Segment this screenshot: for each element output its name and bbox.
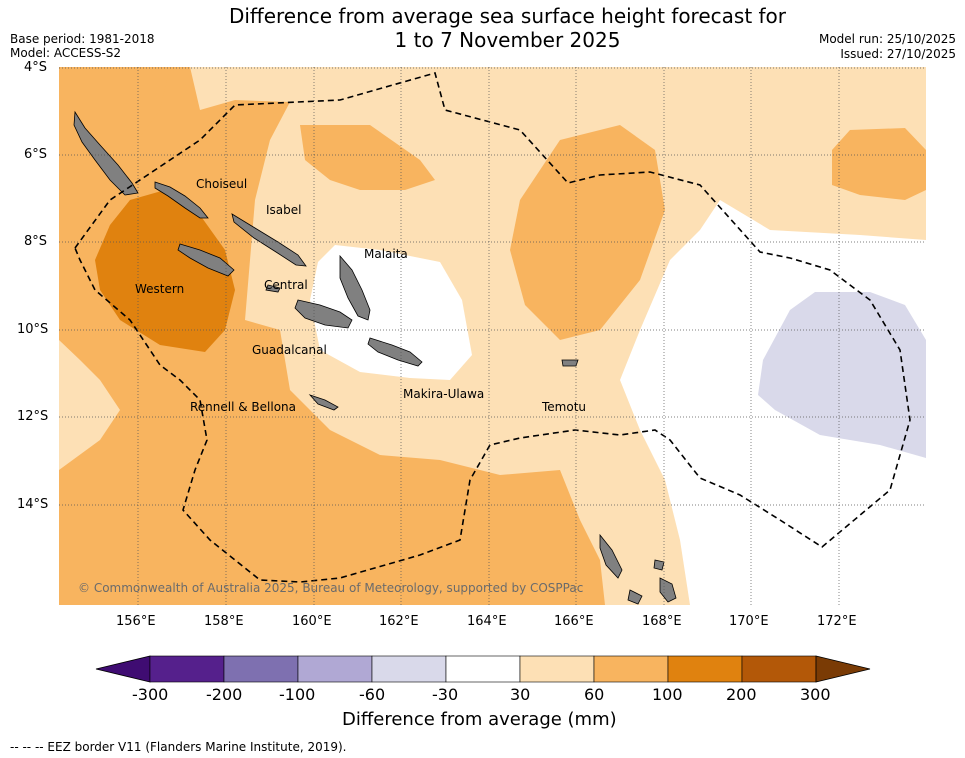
island-rennell xyxy=(308,394,339,411)
contour-60-100-north xyxy=(300,125,435,190)
province-label: Guadalcanal xyxy=(252,343,327,357)
island-vanuatu-b xyxy=(627,589,643,605)
province-label: Malaita xyxy=(364,247,408,261)
province-label: Western xyxy=(135,282,185,296)
colorbar-tick: 60 xyxy=(584,685,605,704)
island-guadalcanal xyxy=(294,299,353,329)
island-central xyxy=(265,284,281,293)
colorbar-tick: 100 xyxy=(652,685,683,704)
province-label: Central xyxy=(264,278,308,292)
colorbar-tick: 200 xyxy=(726,685,757,704)
island-vanuatu-a xyxy=(599,533,623,579)
island-choiseul xyxy=(154,181,209,219)
colorbar-segment xyxy=(149,655,225,683)
model-run: Model run: 25/10/2025 xyxy=(818,32,956,46)
contour-100-200 xyxy=(95,190,235,352)
colorbar-segment xyxy=(593,655,669,683)
lat-label: 8°S xyxy=(24,234,48,249)
colorbar-segment xyxy=(371,655,447,683)
eez-border xyxy=(74,72,911,583)
colorbar-tick: 300 xyxy=(800,685,831,704)
province-label: Rennell & Bellona xyxy=(190,400,297,414)
lon-label: 156°E xyxy=(116,614,156,629)
colorbar-extend-min xyxy=(95,655,151,683)
colorbar-segment xyxy=(667,655,743,683)
colorbar-tick: -30 xyxy=(432,685,459,704)
island-temotu-a xyxy=(561,359,579,367)
colorbar-tick: -100 xyxy=(279,685,316,704)
base-period: Base period: 1981-2018 xyxy=(10,32,155,46)
eez-legend: -- -- -- EEZ border V11 (Flanders Marine… xyxy=(10,740,347,754)
lat-label: 10°S xyxy=(17,322,49,337)
lon-label: 166°E xyxy=(554,614,594,629)
model-name: Model: ACCESS-S2 xyxy=(10,46,122,60)
province-label: Choiseul xyxy=(196,177,248,191)
colorbar-tick: -60 xyxy=(359,685,386,704)
province-label: Makira-Ulawa xyxy=(403,387,485,401)
lon-label: 164°E xyxy=(467,614,507,629)
lat-label: 6°S xyxy=(24,147,48,162)
lat-label: 12°S xyxy=(17,409,49,424)
colorbar-tick: -300 xyxy=(132,685,169,704)
issued-date: Issued: 27/10/2025 xyxy=(840,47,956,61)
island-vanuatu-c xyxy=(653,559,665,571)
colorbar-tick: 30 xyxy=(510,685,531,704)
contour-60-100-far-east xyxy=(832,128,926,200)
colorbar-segment xyxy=(741,655,817,683)
province-label: Temotu xyxy=(542,400,587,414)
island-new-georgia xyxy=(177,243,235,277)
colorbar-segment xyxy=(445,655,521,683)
lon-label: 170°E xyxy=(729,614,769,629)
lon-label: 168°E xyxy=(642,614,682,629)
title-line-2: 1 to 7 November 2025 xyxy=(394,28,621,52)
colorbar-tick: -200 xyxy=(206,685,243,704)
colorbar-label: Difference from average (mm) xyxy=(342,709,617,730)
lon-label: 158°E xyxy=(204,614,244,629)
colorbar-extend-max xyxy=(815,655,871,683)
island-isabel xyxy=(231,213,307,267)
colorbar-segment xyxy=(297,655,373,683)
lat-label: 14°S xyxy=(17,497,49,512)
gridlines xyxy=(59,67,926,605)
copyright-notice: © Commonwealth of Australia 2025, Bureau… xyxy=(78,581,584,595)
lon-label: 160°E xyxy=(292,614,332,629)
province-label: Isabel xyxy=(266,203,302,217)
lon-label: 172°E xyxy=(817,614,857,629)
colorbar-segment xyxy=(223,655,299,683)
island-malaita xyxy=(339,254,371,321)
contour-neg-east xyxy=(758,292,926,458)
colorbar-segment xyxy=(519,655,595,683)
contour-60-100-east xyxy=(510,125,665,340)
island-bougainville xyxy=(73,110,139,196)
island-makira xyxy=(367,337,423,367)
lon-label: 162°E xyxy=(379,614,419,629)
lat-label: 4°S xyxy=(24,60,48,75)
title-line-1: Difference from average sea surface heig… xyxy=(228,4,787,28)
